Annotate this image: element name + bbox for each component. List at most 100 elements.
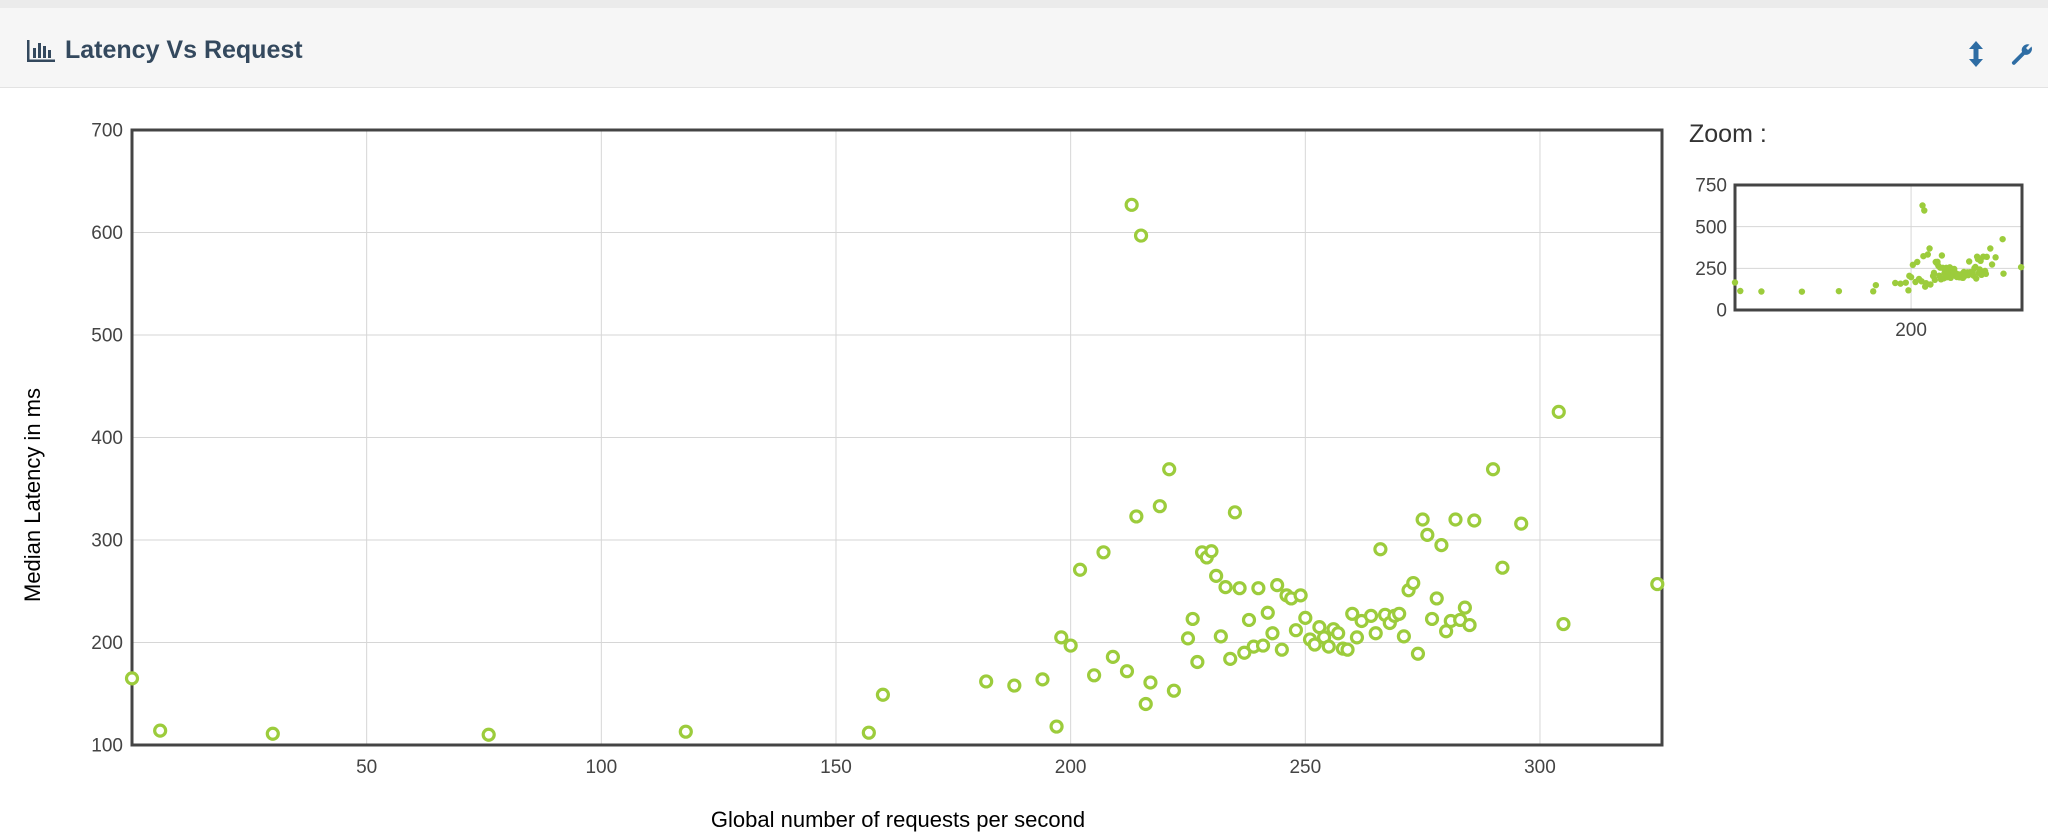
main-point-23[interactable] <box>1152 499 1167 514</box>
main-point-65[interactable] <box>1368 626 1383 641</box>
main-point-50[interactable] <box>1293 588 1308 603</box>
main-point-41[interactable] <box>1251 581 1266 596</box>
main-point-0[interactable] <box>124 671 140 686</box>
x-axis-label: Global number of requests per second <box>711 807 1085 832</box>
main-point-11[interactable] <box>1054 630 1069 645</box>
main-point-21[interactable] <box>1138 696 1153 712</box>
main-point-18[interactable] <box>1124 197 1139 212</box>
main-point-71[interactable] <box>1396 629 1411 644</box>
main-point-46[interactable] <box>1274 642 1289 657</box>
zoom-point-4 <box>1835 287 1843 295</box>
main-point-85[interactable] <box>1462 617 1477 633</box>
main-point-10[interactable] <box>1049 719 1064 734</box>
main-point-9[interactable] <box>1035 672 1050 687</box>
main-point-43[interactable] <box>1260 605 1275 620</box>
main-point-5[interactable] <box>861 725 876 740</box>
main-point-82[interactable] <box>1448 512 1463 527</box>
main-point-70[interactable] <box>1392 606 1407 621</box>
main-point-31[interactable] <box>1204 544 1219 559</box>
main-point-24[interactable] <box>1162 462 1177 477</box>
main-point-88[interactable] <box>1495 560 1510 575</box>
main-point-3[interactable] <box>481 727 496 742</box>
main-y-tick-300: 300 <box>91 531 123 552</box>
main-point-37[interactable] <box>1232 581 1247 596</box>
main-point-89[interactable] <box>1514 516 1529 531</box>
main-point-34[interactable] <box>1218 580 1233 595</box>
main-point-13[interactable] <box>1072 562 1088 577</box>
main-point-42[interactable] <box>1255 638 1271 653</box>
main-point-62[interactable] <box>1349 630 1365 645</box>
main-point-20[interactable] <box>1133 228 1149 243</box>
main-point-51[interactable] <box>1298 610 1313 626</box>
main-point-28[interactable] <box>1190 654 1205 670</box>
main-point-75[interactable] <box>1415 512 1430 527</box>
main-point-56[interactable] <box>1321 639 1336 654</box>
main-point-91[interactable] <box>1556 616 1571 632</box>
main-point-45[interactable] <box>1270 578 1285 593</box>
main-point-90[interactable] <box>1551 404 1566 419</box>
main-point-19[interactable] <box>1129 509 1144 524</box>
main-point-60[interactable] <box>1340 642 1355 657</box>
main-point-61[interactable] <box>1345 606 1360 621</box>
main-point-22[interactable] <box>1143 675 1158 690</box>
main-point-58[interactable] <box>1331 626 1346 641</box>
main-point-7[interactable] <box>979 674 994 689</box>
main-point-2[interactable] <box>265 726 280 741</box>
main-x-tick-50: 50 <box>356 757 377 778</box>
main-point-6[interactable] <box>875 687 891 702</box>
main-point-74[interactable] <box>1410 646 1426 661</box>
main-point-87[interactable] <box>1485 462 1501 477</box>
main-point-39[interactable] <box>1241 612 1257 628</box>
main-point-27[interactable] <box>1185 611 1200 627</box>
main-point-86[interactable] <box>1467 513 1482 528</box>
main-point-33[interactable] <box>1213 629 1228 644</box>
zoom-grid <box>1735 184 2022 311</box>
zoom-point-0 <box>1731 279 1739 286</box>
zoom-point-74 <box>1973 275 1980 282</box>
main-point-35[interactable] <box>1223 651 1238 667</box>
main-point-73[interactable] <box>1406 575 1421 591</box>
main-y-tick-700: 700 <box>91 121 123 142</box>
main-point-92[interactable] <box>1650 576 1665 592</box>
panel-title: Latency Vs Request <box>65 36 303 64</box>
panel-header: Latency Vs Request <box>0 8 2048 88</box>
zoom-point-20 <box>1921 207 1928 214</box>
zoom-point-86 <box>1983 253 1990 261</box>
wrench-icon[interactable] <box>2006 38 2038 70</box>
main-point-64[interactable] <box>1363 608 1379 623</box>
zoom-point-7 <box>1892 279 1899 287</box>
zoom-point-15 <box>1914 258 1921 266</box>
vertical-resize-icon[interactable] <box>1960 38 1992 70</box>
main-point-25[interactable] <box>1166 683 1182 698</box>
main-point-12[interactable] <box>1063 638 1078 653</box>
main-point-36[interactable] <box>1227 505 1243 520</box>
main-point-14[interactable] <box>1087 668 1102 683</box>
main-point-4[interactable] <box>678 724 693 739</box>
main-point-26[interactable] <box>1180 631 1196 646</box>
main-point-66[interactable] <box>1373 542 1388 557</box>
main-point-1[interactable] <box>153 723 168 738</box>
zoom-y-tick-750: 750 <box>1695 176 1727 197</box>
main-point-38[interactable] <box>1237 645 1252 660</box>
main-point-32[interactable] <box>1209 568 1224 583</box>
main-point-78[interactable] <box>1429 591 1444 606</box>
main-y-tick-100: 100 <box>91 736 123 757</box>
main-point-49[interactable] <box>1288 623 1304 638</box>
zoom-point-89 <box>1992 254 1999 261</box>
main-point-8[interactable] <box>1007 678 1022 693</box>
zoom-overview-chart[interactable]: 0 250 500 750 200 <box>1680 165 2040 355</box>
main-point-17[interactable] <box>1119 664 1135 679</box>
zoom-points <box>1731 202 2025 295</box>
main-point-15[interactable] <box>1096 545 1111 560</box>
main-point-79[interactable] <box>1434 538 1449 553</box>
main-point-76[interactable] <box>1420 527 1435 542</box>
main-point-53[interactable] <box>1307 637 1322 652</box>
main-y-tick-600: 600 <box>91 223 123 244</box>
main-point-84[interactable] <box>1457 600 1472 615</box>
main-plot-frame <box>130 128 1664 747</box>
main-points <box>124 197 1665 742</box>
zoom-point-66 <box>1965 258 1973 265</box>
main-point-44[interactable] <box>1265 626 1280 641</box>
main-point-77[interactable] <box>1424 611 1440 627</box>
main-point-16[interactable] <box>1105 649 1120 664</box>
